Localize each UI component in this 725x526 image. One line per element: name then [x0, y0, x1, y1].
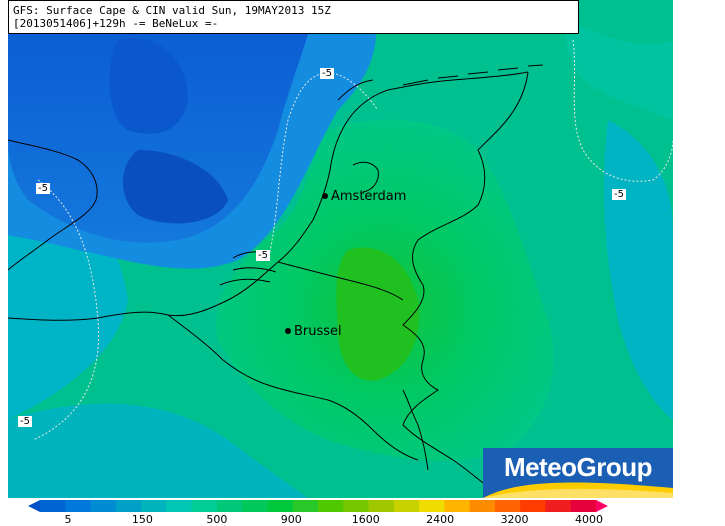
cin-contour-east — [572, 39, 673, 182]
cin-contour-west — [32, 179, 100, 441]
colorbar — [28, 500, 608, 512]
map-canvas — [8, 0, 673, 498]
colorbar-segment — [444, 500, 471, 512]
field-sea-core — [109, 38, 188, 134]
contour-label: -5 — [320, 68, 334, 79]
colorbar-segment — [115, 500, 142, 512]
map-title-line1: GFS: Surface Cape & CIN valid Sun, 19MAY… — [13, 4, 331, 17]
colorbar-segment — [570, 500, 597, 512]
meteogroup-logo: MeteoGroup — [483, 448, 673, 498]
contour-label: -5 — [256, 250, 270, 261]
colorbar-tick-label: 3200 — [500, 513, 529, 526]
colorbar-tick-label: 2400 — [426, 513, 455, 526]
cin-contour-north — [267, 71, 379, 261]
cape-map: Amsterdam Brussel -5 -5 -5 -5 -5 — [8, 0, 673, 498]
colorbar-segment — [292, 500, 319, 512]
colorbar-segment — [242, 500, 268, 512]
colorbar-segment — [393, 500, 420, 512]
country-borders — [167, 71, 529, 491]
contour-label: -5 — [612, 189, 626, 200]
colorbar-tick-label: 900 — [280, 513, 302, 526]
colorbar-segment — [141, 500, 167, 512]
colorbar-segment — [216, 500, 243, 512]
city-amsterdam: Amsterdam — [322, 189, 406, 204]
colorbar-segment — [65, 500, 92, 512]
field-land-core — [336, 247, 419, 381]
field-cyan-ne — [566, 20, 673, 120]
colorbar-segment — [520, 500, 546, 512]
city-brussel: Brussel — [285, 324, 342, 339]
colorbar-segment — [90, 500, 117, 512]
contour-label: -5 — [18, 416, 32, 427]
colorbar-segment — [469, 500, 496, 512]
colorbar-segment — [166, 500, 193, 512]
coastlines — [8, 64, 544, 321]
city-label-amsterdam: Amsterdam — [331, 189, 407, 204]
colorbar-segment — [343, 500, 370, 512]
colorbar-tick-label: 150 — [131, 513, 153, 526]
map-title-box: GFS: Surface Cape & CIN valid Sun, 19MAY… — [8, 0, 579, 34]
field-sea-core-2 — [123, 150, 228, 224]
colorbar-arrow-high — [596, 500, 608, 512]
colorbar-segment — [419, 500, 445, 512]
colorbar-tick-label: 4000 — [575, 513, 603, 526]
logo-wordmark: MeteoGroup — [503, 452, 653, 482]
map-title-line2: [2013051406]+129h -= BeNeLux =- — [13, 17, 219, 30]
colorbar-tick-label: 5 — [64, 513, 72, 526]
colorbar-tick-label: 500 — [206, 513, 228, 526]
colorbar-segment — [40, 500, 66, 512]
field-cyan-south — [8, 403, 308, 498]
colorbar-tick-label: 1600 — [351, 513, 380, 526]
colorbar-segment — [191, 500, 218, 512]
city-label-brussel: Brussel — [294, 324, 342, 339]
city-dot — [285, 327, 291, 334]
colorbar-segment — [545, 500, 572, 512]
colorbar-segment — [494, 500, 521, 512]
colorbar-segment — [368, 500, 395, 512]
colorbar-segment — [318, 500, 344, 512]
logo-sun-arc — [483, 482, 673, 498]
city-dot — [322, 192, 328, 199]
contour-label: -5 — [36, 183, 50, 194]
colorbar-segment — [267, 500, 294, 512]
colorbar-arrow-low — [28, 500, 40, 512]
